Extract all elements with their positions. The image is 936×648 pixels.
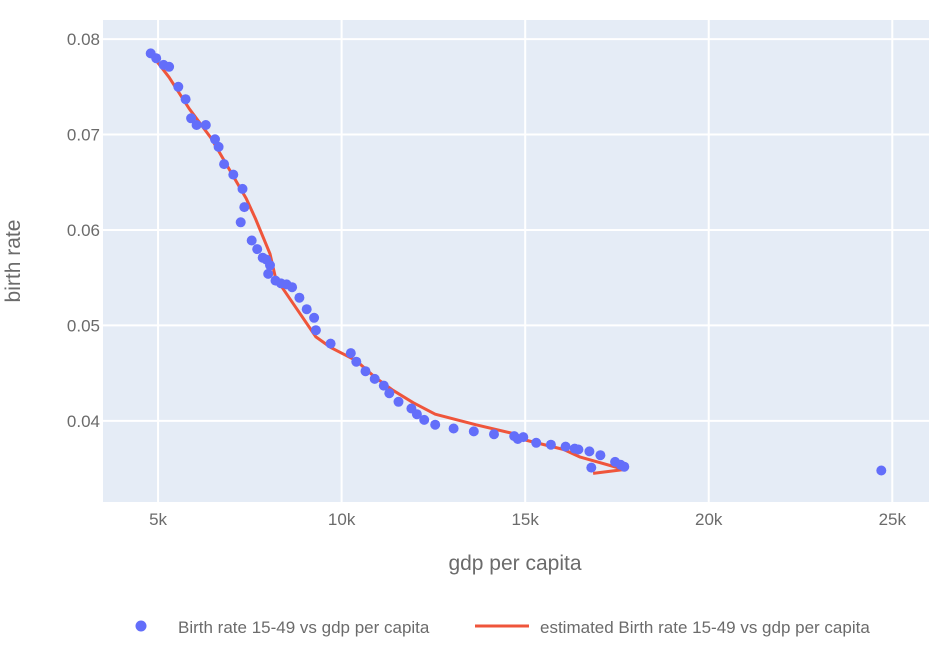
x-tick-label: 20k (695, 510, 723, 529)
data-point[interactable] (237, 183, 248, 194)
x-tick-label: 15k (511, 510, 539, 529)
y-axis-ticks: 0.04 0.05 0.06 0.07 0.08 (67, 30, 100, 431)
data-point[interactable] (191, 120, 202, 130)
data-point[interactable] (173, 81, 184, 92)
data-point[interactable] (180, 94, 191, 105)
data-point[interactable] (360, 366, 371, 377)
y-tick-label: 0.05 (67, 316, 100, 335)
data-point[interactable] (573, 444, 584, 455)
data-point[interactable] (369, 373, 380, 384)
data-point[interactable] (200, 120, 211, 130)
data-point[interactable] (294, 292, 305, 303)
data-point[interactable] (301, 304, 312, 315)
y-tick-label: 0.08 (67, 30, 100, 49)
grid-lines (103, 20, 929, 502)
data-point[interactable] (489, 429, 499, 440)
legend-marker-icon (135, 620, 147, 632)
data-point[interactable] (239, 202, 250, 213)
data-point[interactable] (545, 439, 556, 450)
data-point[interactable] (246, 235, 257, 246)
data-point[interactable] (228, 169, 239, 180)
x-tick-label: 5k (149, 510, 167, 529)
legend-item-scatter[interactable]: Birth rate 15-49 vs gdp per capita (135, 618, 430, 637)
legend[interactable]: Birth rate 15-49 vs gdp per capita estim… (135, 618, 871, 637)
data-point[interactable] (595, 450, 606, 461)
data-point[interactable] (325, 338, 336, 349)
data-point[interactable] (531, 437, 542, 448)
plot-area (103, 20, 929, 502)
data-point[interactable] (468, 426, 479, 437)
data-point[interactable] (619, 461, 630, 472)
data-point[interactable] (310, 325, 321, 336)
data-point[interactable] (164, 61, 175, 72)
data-point[interactable] (351, 356, 362, 367)
y-axis-title: birth rate (2, 220, 25, 303)
data-point[interactable] (345, 348, 356, 359)
scatter-series (145, 48, 887, 476)
y-tick-label: 0.04 (67, 412, 100, 431)
data-point[interactable] (419, 414, 430, 425)
data-point[interactable] (378, 380, 389, 391)
data-point[interactable] (263, 268, 274, 279)
data-point[interactable] (287, 282, 298, 293)
data-point[interactable] (151, 53, 162, 64)
data-point[interactable] (309, 312, 320, 323)
data-point[interactable] (430, 419, 441, 430)
legend-item-line[interactable]: estimated Birth rate 15-49 vs gdp per ca… (475, 618, 870, 637)
x-tick-label: 10k (328, 510, 356, 529)
x-axis-ticks: 5k 10k 15k 20k 25k (149, 510, 906, 529)
legend-label-line: estimated Birth rate 15-49 vs gdp per ca… (540, 618, 870, 637)
y-tick-label: 0.07 (67, 126, 100, 145)
data-point[interactable] (448, 423, 459, 434)
data-point[interactable] (584, 446, 595, 457)
data-point[interactable] (586, 462, 597, 473)
data-point[interactable] (213, 141, 224, 152)
data-point[interactable] (876, 465, 887, 476)
data-point[interactable] (210, 134, 220, 145)
data-point[interactable] (186, 113, 197, 124)
data-point[interactable] (560, 441, 571, 452)
legend-label-scatter: Birth rate 15-49 vs gdp per capita (178, 618, 430, 637)
y-tick-label: 0.06 (67, 221, 100, 240)
data-point[interactable] (518, 432, 529, 443)
data-point[interactable] (235, 217, 246, 228)
data-point[interactable] (252, 244, 263, 255)
data-point[interactable] (393, 396, 404, 407)
x-tick-label: 25k (879, 510, 907, 529)
data-point[interactable] (411, 409, 422, 420)
data-point[interactable] (219, 159, 230, 170)
x-axis-title: gdp per capita (448, 552, 581, 575)
data-point[interactable] (265, 260, 275, 271)
data-point[interactable] (384, 388, 395, 399)
